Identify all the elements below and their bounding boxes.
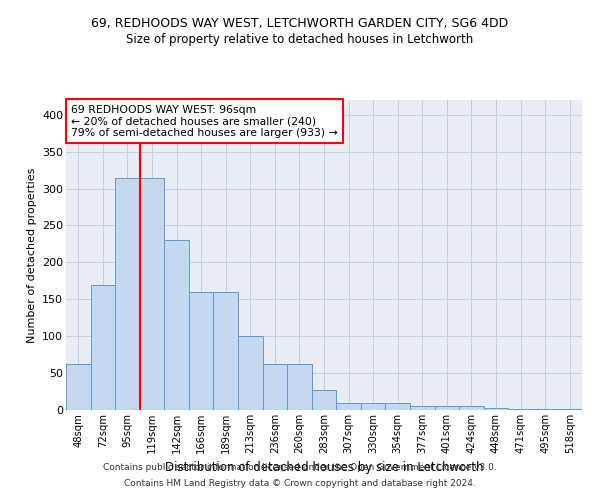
X-axis label: Distribution of detached houses by size in Letchworth: Distribution of detached houses by size … — [165, 462, 483, 474]
Bar — [533, 408, 557, 410]
Bar — [140, 178, 164, 410]
Y-axis label: Number of detached properties: Number of detached properties — [26, 168, 37, 342]
Bar — [459, 406, 484, 410]
Text: 69, REDHOODS WAY WEST, LETCHWORTH GARDEN CITY, SG6 4DD: 69, REDHOODS WAY WEST, LETCHWORTH GARDEN… — [91, 18, 509, 30]
Bar — [214, 292, 238, 410]
Bar — [238, 336, 263, 410]
Bar — [434, 406, 459, 410]
Bar — [385, 402, 410, 410]
Bar — [91, 284, 115, 410]
Bar — [484, 408, 508, 410]
Bar — [410, 406, 434, 410]
Text: Contains HM Land Registry data © Crown copyright and database right 2024.: Contains HM Land Registry data © Crown c… — [124, 478, 476, 488]
Bar — [508, 408, 533, 410]
Bar — [312, 390, 336, 410]
Bar — [263, 364, 287, 410]
Text: 69 REDHOODS WAY WEST: 96sqm
← 20% of detached houses are smaller (240)
79% of se: 69 REDHOODS WAY WEST: 96sqm ← 20% of det… — [71, 104, 338, 138]
Bar — [287, 364, 312, 410]
Bar — [115, 178, 140, 410]
Bar — [189, 292, 214, 410]
Bar — [336, 402, 361, 410]
Text: Size of property relative to detached houses in Letchworth: Size of property relative to detached ho… — [127, 32, 473, 46]
Text: Contains public sector information licensed under the Open Government Licence v3: Contains public sector information licen… — [103, 464, 497, 472]
Bar — [66, 364, 91, 410]
Bar — [361, 402, 385, 410]
Bar — [557, 408, 582, 410]
Bar — [164, 240, 189, 410]
